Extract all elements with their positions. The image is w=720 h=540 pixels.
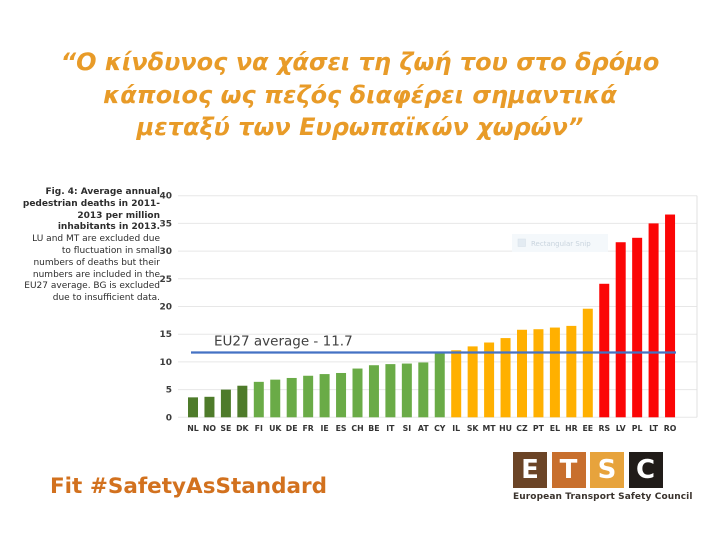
x-label-IL: IL [452,424,460,433]
bar-HU [500,338,511,418]
x-label-DK: DK [236,424,249,433]
x-label-HR: HR [565,424,578,433]
logo-letter-c: C [628,452,663,488]
snip-tooltip-label: Rectangular Snip [531,240,591,248]
bar-PL [632,237,643,418]
bar-FR [303,375,314,418]
x-label-PT: PT [533,424,545,433]
x-label-LV: LV [616,424,626,433]
bar-RO [665,214,676,418]
x-label-LT: LT [649,424,659,433]
bar-EL [549,327,560,418]
slide-title-quote: “Ο κίνδυνος να χάσει τη ζωή του στο δρόμ… [0,46,720,144]
x-label-CY: CY [434,424,446,433]
y-tick-label-10: 10 [159,358,172,368]
bar-ES [336,372,347,418]
x-label-SK: SK [467,424,480,433]
bar-IL [451,350,462,418]
bar-NO [204,396,215,418]
x-label-PL: PL [632,424,643,433]
figure-caption-note: LU and MT are excluded due to fluctuatio… [24,234,160,304]
eu27-average-label: EU27 average - 11.7 [214,333,353,349]
etsc-logo-caption: European Transport Safety Council [513,492,693,502]
x-label-RS: RS [598,424,610,433]
logo-letter-s: S [590,452,624,488]
etsc-logo-squares: E T S C [513,452,665,488]
x-label-RO: RO [664,424,677,433]
y-tick-label-15: 15 [159,330,172,340]
snip-tooltip-artifact [512,234,608,252]
bar-AT [418,362,429,418]
bar-HR [566,325,577,418]
y-tick-label-25: 25 [159,275,172,285]
logo-letter-t: T [551,452,586,488]
x-label-NO: NO [203,424,217,433]
pedestrian-deaths-bar-chart: 0 5 10 15 20 25 30 35 40 Rectangular Snip NL NO SE DK… [150,181,710,438]
y-tick-label-35: 35 [159,219,172,229]
bar-FI [253,381,264,418]
x-label-FI: FI [255,424,263,433]
y-tick-label-40: 40 [159,192,172,202]
title-line-1: “Ο κίνδυνος να χάσει τη ζωή του στο δρόμ… [60,48,660,76]
bar-SE [220,389,231,418]
figure-caption: Fig. 4: Average annual pedestrian deaths… [22,187,160,305]
x-label-DE: DE [286,424,298,433]
bar-CZ [517,329,527,418]
bar-EE [582,308,593,418]
bar-CH [352,368,363,418]
bar-SK [467,346,478,418]
x-label-IT: IT [386,424,395,433]
x-label-EE: EE [582,424,593,433]
y-tick-label-0: 0 [166,413,172,423]
etsc-logo: E T S C European Transport Safety Counci… [513,452,693,502]
x-label-IE: IE [320,424,328,433]
bar-UK [270,379,281,418]
x-label-MT: MT [483,424,497,433]
bar-RS [599,283,610,418]
bar-LV [615,242,626,418]
bar-CY [434,351,445,418]
title-line-3: μεταξύ των Ευρωπαϊκών χωρών” [136,113,584,141]
bar-BE [368,365,379,418]
x-label-UK: UK [269,424,282,433]
bar-MT [484,342,495,418]
bar-NL [188,397,198,418]
x-label-FR: FR [302,424,313,433]
y-tick-label-5: 5 [166,386,172,396]
bar-DK [237,385,248,418]
x-label-BE: BE [368,424,379,433]
x-label-CZ: CZ [516,424,528,433]
y-tick-label-20: 20 [159,303,172,313]
bar-DE [286,377,297,418]
x-label-SE: SE [220,424,231,433]
x-label-CH: CH [351,424,363,433]
bar-IE [319,374,330,418]
bar-PT [533,329,544,418]
x-label-HU: HU [499,424,512,433]
x-label-ES: ES [336,424,347,433]
x-label-NL: NL [187,424,199,433]
bar-LT [648,223,659,418]
figure-caption-title: Fig. 4: Average annual pedestrian deaths… [22,187,160,233]
title-line-2: κάποιος ως πεζός διαφέρει σημαντικά [103,80,617,109]
snip-tooltip-icon [517,238,526,247]
bar-SI [401,363,412,418]
logo-letter-e: E [513,452,547,488]
bar-IT [385,364,396,418]
x-label-SI: SI [403,424,412,433]
hashtag-text: Fit #SafetyAsStandard [50,474,327,499]
y-tick-label-30: 30 [159,247,172,257]
x-label-EL: EL [550,424,560,433]
x-label-AT: AT [418,424,429,433]
